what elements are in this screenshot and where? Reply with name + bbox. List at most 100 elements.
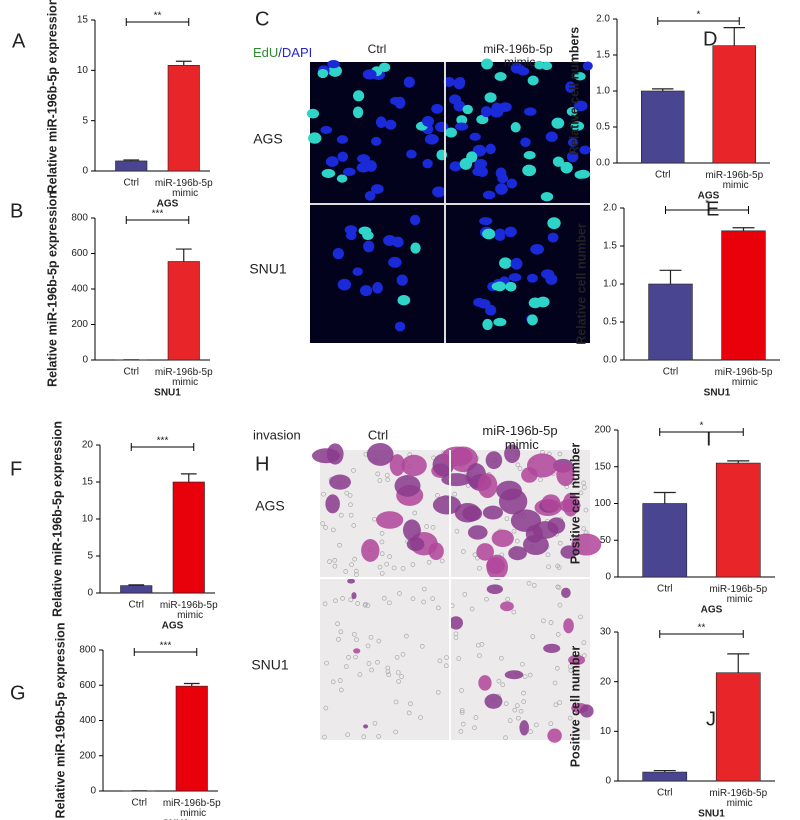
row-label: AGS [255, 498, 285, 514]
pore [516, 715, 521, 721]
nucleus [527, 314, 538, 326]
pore [354, 572, 359, 577]
pore [511, 528, 517, 534]
y-tick-label: 50 [600, 535, 612, 546]
pore [507, 718, 513, 723]
pore [376, 734, 382, 739]
nucleus [327, 59, 340, 69]
y-tick-label: 1.0 [603, 279, 617, 290]
group-label: AGS [162, 621, 184, 632]
cell [484, 693, 503, 709]
pore [368, 634, 374, 640]
pore [556, 565, 562, 570]
y-tick-label: 200 [71, 319, 88, 330]
cell [547, 728, 562, 743]
pore [343, 569, 349, 574]
nucleus [574, 100, 588, 112]
bar [715, 462, 761, 578]
pore [377, 564, 383, 570]
error-bar [652, 88, 674, 91]
nucleus [342, 167, 356, 176]
x-tick-label: miR-196b-5p mimic [705, 170, 763, 191]
nucleus [540, 192, 554, 202]
nucleus [520, 137, 531, 148]
pore [552, 680, 558, 686]
cell [441, 473, 472, 487]
y-axis-label: Relative cell number [574, 223, 588, 345]
y-tick-label: 100 [594, 498, 611, 509]
y-tick-label: 5 [87, 551, 93, 562]
pore [387, 600, 392, 606]
pore [337, 542, 342, 548]
y-axis-label: Relative miR-196b-5p expression [45, 0, 59, 193]
y-tick-label: 10 [82, 514, 94, 525]
pore [541, 618, 546, 624]
y-tick-label: 800 [71, 213, 88, 224]
y-tick-label: 200 [79, 750, 96, 761]
pore [500, 682, 506, 688]
invasion-images [311, 442, 602, 743]
pore [435, 689, 441, 695]
significance: *** [152, 209, 164, 220]
pore [581, 485, 587, 490]
pore [400, 566, 406, 571]
y-tick-label: 0 [87, 588, 93, 599]
nucleus [449, 94, 461, 105]
pore [375, 471, 381, 477]
pore [335, 621, 340, 627]
pore [333, 598, 338, 604]
nucleus [522, 164, 537, 177]
pore [418, 715, 423, 720]
cell [560, 545, 578, 559]
cell [347, 578, 355, 584]
pore [548, 620, 554, 625]
cell [486, 584, 503, 594]
group-label: SNU1 [162, 819, 189, 820]
cell [476, 543, 494, 561]
pore [385, 477, 391, 483]
nucleus [505, 281, 517, 292]
y-axis-label: Relative cell numbers [567, 27, 581, 156]
x-tick-label: Ctrl [123, 367, 139, 378]
pore [352, 556, 358, 562]
pore [435, 493, 440, 498]
nucleus [317, 68, 329, 79]
nucleus [406, 149, 417, 159]
pore [557, 540, 563, 546]
nucleus [566, 151, 579, 163]
pore [354, 637, 359, 642]
pore [343, 664, 349, 670]
pore [397, 591, 402, 596]
cell [543, 643, 561, 654]
pore [386, 672, 392, 678]
stain-label: EdU/DAPI [253, 45, 312, 60]
pore [393, 699, 399, 705]
y-tick-label: 15 [77, 15, 89, 26]
pore [515, 462, 521, 468]
nucleus [579, 145, 591, 155]
nucleus [469, 132, 481, 141]
nucleus [445, 127, 457, 138]
row-label: SNU1 [249, 261, 287, 277]
nucleus [528, 297, 542, 309]
nucleus [506, 178, 518, 189]
nucleus [485, 304, 497, 316]
y-tick-label: 200 [594, 425, 611, 436]
y-tick-label: 400 [71, 284, 88, 295]
pore [581, 480, 587, 486]
nucleus [495, 183, 508, 195]
bar [115, 160, 148, 172]
pore [454, 528, 460, 534]
corner-label: invasion [253, 427, 301, 442]
cell [561, 587, 571, 599]
nucleus [352, 267, 363, 276]
cell [351, 592, 357, 600]
pore [496, 678, 502, 684]
pore [353, 568, 359, 574]
pore [534, 722, 539, 728]
panel-letter: F [10, 458, 22, 480]
nucleus [364, 191, 376, 201]
pore [461, 549, 466, 554]
nucleus [320, 125, 333, 134]
pore [351, 468, 356, 473]
